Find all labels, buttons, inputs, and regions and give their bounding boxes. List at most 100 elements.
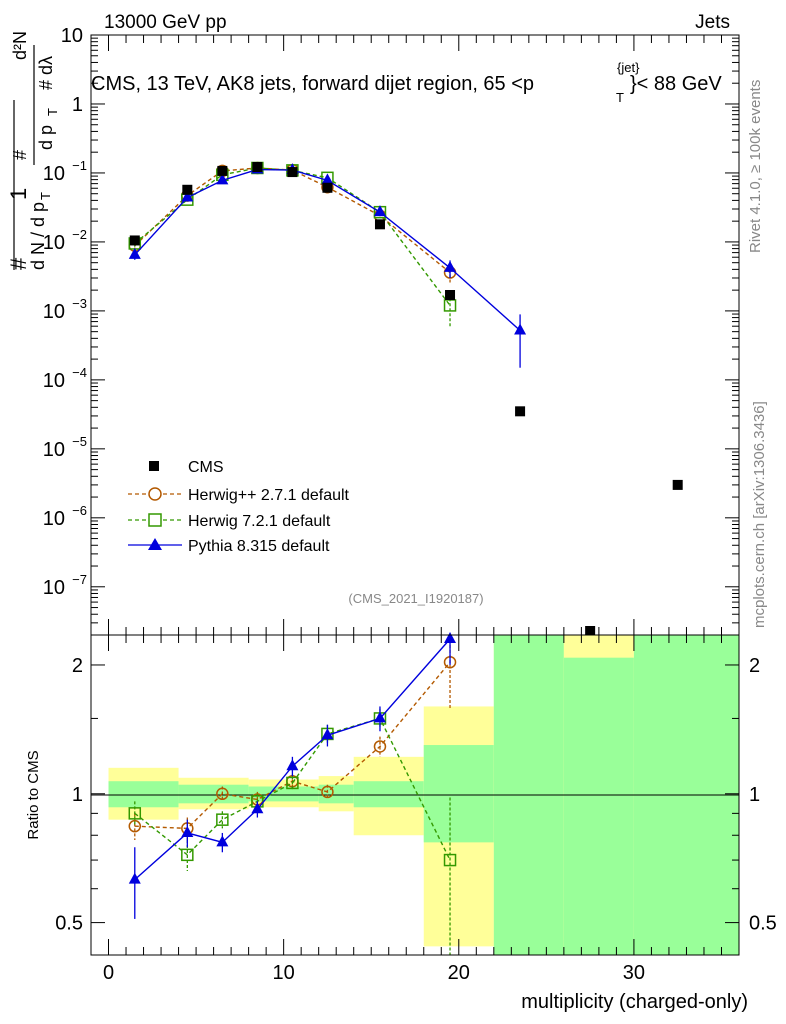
- legend-cms-label: CMS: [188, 459, 224, 476]
- legend-pythia-label: Pythia 8.315 default: [188, 538, 330, 555]
- svg-text:d²N: d²N: [10, 31, 30, 60]
- ratio-x-axis: 0 10 20 30: [103, 635, 722, 984]
- ratio-pythia-point: [216, 835, 229, 847]
- y-tick-exponent: −5: [72, 434, 87, 449]
- pythia-point: [373, 205, 386, 217]
- cms-point: [445, 289, 456, 300]
- cms-point: [287, 167, 298, 178]
- x-tick-label: 10: [273, 962, 295, 984]
- pythia-point: [181, 190, 194, 202]
- ratio-pythia-point: [181, 825, 194, 837]
- ratio-pythia-line: [134, 638, 451, 881]
- svg-text:T: T: [45, 108, 60, 116]
- ratio-y-tick-label-right: 1: [749, 784, 760, 806]
- cms-point: [129, 235, 140, 246]
- y-tick-exponent: −2: [72, 227, 87, 242]
- pythia-point: [216, 173, 229, 185]
- y-tick-exponent: −7: [72, 572, 87, 587]
- svg-text:d N / d p: d N / d p: [28, 202, 48, 270]
- main-series: [128, 161, 683, 636]
- x-tick-label: 20: [448, 962, 470, 984]
- main-minor-ticks: [91, 37, 739, 636]
- ratio-y-axis-label: Ratio to CMS: [25, 750, 42, 839]
- herwig-line: [134, 167, 451, 306]
- pythia-point: [444, 260, 457, 272]
- y-tick-label: 10: [43, 163, 65, 185]
- ratio-y-tick-label: 0.5: [55, 913, 83, 935]
- ratio-herwig-point: [128, 807, 142, 820]
- pythia-point: [128, 247, 141, 259]
- cms-point: [217, 165, 228, 176]
- legend-herwigpp-marker: [148, 487, 162, 501]
- ratio-band-inner: [108, 781, 179, 808]
- pythia-point: [321, 173, 334, 185]
- ratio-y-tick-label-right: 0.5: [749, 913, 777, 935]
- main-y-axis-label: # 1 d N / d p T # d²N d p T # dλ: [6, 31, 60, 270]
- cms-point: [322, 182, 333, 193]
- pythia-point: [514, 323, 527, 335]
- plot-title-tail: }< 88 GeV: [630, 73, 722, 95]
- svg-text:#: #: [10, 150, 30, 160]
- energy-label: 13000 GeV pp: [104, 12, 227, 33]
- legend-entry-cms: CMS: [149, 459, 224, 476]
- ratio-herwigpp-point: [321, 785, 334, 799]
- herwigpp-line: [134, 167, 451, 274]
- svg-text:#: #: [6, 257, 31, 270]
- plot-title-main: CMS, 13 TeV, AK8 jets, forward dijet reg…: [91, 73, 534, 95]
- y-tick-label: 10: [43, 232, 65, 254]
- ratio-herwigpp-point: [128, 819, 142, 833]
- legend-entry-pythia: Pythia 8.315 default: [128, 538, 330, 555]
- plot-title: CMS, 13 TeV, AK8 jets, forward dijet reg…: [91, 60, 722, 105]
- y-tick-exponent: −3: [72, 296, 87, 311]
- y-tick-exponent: −1: [72, 158, 87, 173]
- svg-text:d p: d p: [36, 125, 56, 150]
- cms-point: [672, 479, 683, 490]
- legend-herwig7-label: Herwig 7.2.1 default: [188, 513, 331, 530]
- y-tick-label: 10: [43, 439, 65, 461]
- ratio-y-tick-label: 2: [72, 655, 83, 677]
- ratio-y-axis: 0.5 0.5 1 1 2 2: [55, 655, 777, 935]
- ratio-herwig-point: [443, 853, 457, 867]
- ratio-y-tick-label-right: 2: [749, 655, 760, 677]
- y-tick-label: 10: [43, 301, 65, 323]
- cms-point: [182, 184, 193, 195]
- svg-text:1: 1: [6, 188, 31, 200]
- cms-point: [585, 626, 596, 636]
- ratio-herwigpp-point: [216, 787, 229, 801]
- ratio-pythia-point: [251, 802, 264, 814]
- ratio-panel: 0.5 0.5 1 1 2 2 0 10 20 30 Ratio to CMS multipli…: [25, 631, 777, 1013]
- cms-point: [515, 406, 526, 417]
- analysis-watermark: (CMS_2021_I1920187): [348, 591, 483, 606]
- legend-cms-marker: [149, 461, 159, 471]
- rivet-version-label: Rivet 4.1.0, ≥ 100k events: [747, 80, 764, 253]
- category-label: Jets: [695, 12, 730, 33]
- y-tick-label: 1: [72, 94, 83, 116]
- y-tick-label: 10: [43, 508, 65, 530]
- ratio-band-inner: [423, 745, 494, 843]
- ratio-band-inner: [563, 657, 634, 955]
- ratio-herwigpp-point: [373, 740, 387, 753]
- legend-entry-herwigpp: Herwig++ 2.7.1 default: [128, 487, 350, 504]
- plot-title-subscript: T: [616, 90, 624, 105]
- mcplots-citation-label: mcplots.cern.ch [arXiv:1306.3436]: [751, 401, 768, 628]
- legend-herwig7-marker: [148, 513, 162, 527]
- cms-point: [374, 219, 385, 230]
- x-tick-label: 0: [103, 962, 114, 984]
- y-tick-label: 10: [43, 370, 65, 392]
- ratio-band-inner: [353, 781, 424, 808]
- ratio-panel-frame: [90, 634, 740, 956]
- main-panel: 10 1 10 −1 10 −2 10 −3 10 −4 10 −5 10 −6 10 −7 (CMS_202…: [43, 25, 740, 636]
- y-tick-exponent: −6: [72, 503, 87, 518]
- legend-pythia-marker: [148, 538, 162, 550]
- cms-point: [252, 161, 263, 172]
- legend: CMS Herwig++ 2.7.1 default Herwig 7.2.1 …: [128, 459, 350, 555]
- ratio-pythia-point: [128, 872, 141, 884]
- svg-text:T: T: [38, 192, 53, 200]
- y-tick-label: 10: [61, 25, 83, 47]
- ratio-pythia-point: [373, 711, 386, 723]
- main-x-ticks: [108, 35, 722, 635]
- ratio-series: [128, 631, 457, 955]
- svg-text:# dλ: # dλ: [36, 56, 56, 90]
- legend-herwigpp-label: Herwig++ 2.7.1 default: [188, 487, 350, 504]
